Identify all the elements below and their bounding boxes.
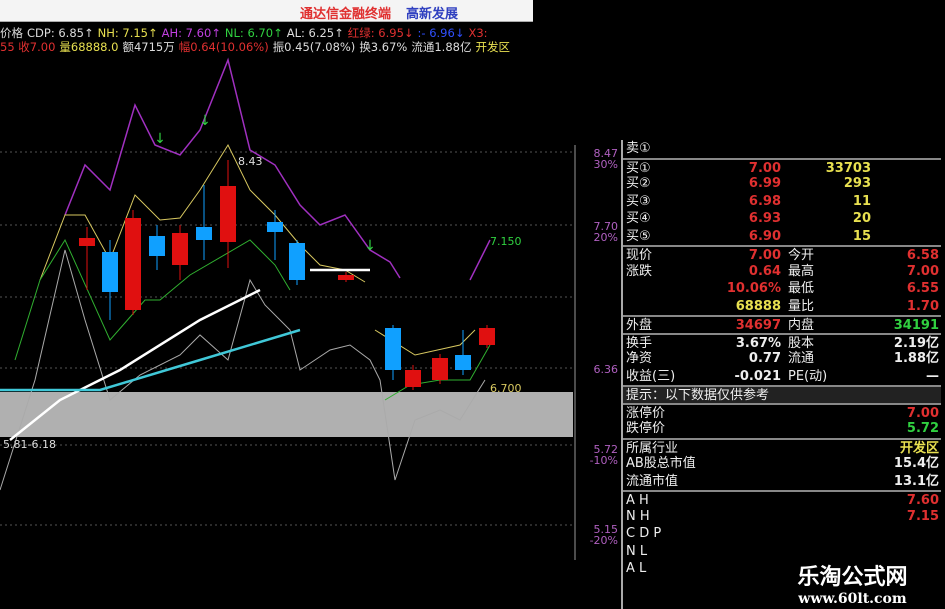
fundamental-row: 净资 0.77 流通 1.88亿: [626, 351, 939, 366]
buy-row: 买⑤ 6.90 15: [626, 228, 871, 244]
sell-row: 卖①: [626, 141, 651, 156]
candle-up: [172, 233, 188, 265]
ah-line: [469, 239, 491, 281]
axis-label: 6.36: [593, 363, 619, 376]
indicator-item: CDP: 6.85↑: [27, 26, 94, 40]
level-row: A L: [626, 561, 647, 576]
indicator-item: X3:: [468, 26, 488, 40]
stat-row: 涨跌 0.64 最高 7.00: [626, 263, 939, 279]
title-bar: 通达信金融终端 高新发展: [0, 0, 533, 22]
indicator-item: AH: 7.60↑: [161, 26, 221, 40]
indicator-item: 流通1.88亿: [411, 40, 472, 54]
support-band: [0, 392, 573, 437]
indicator-item: 55 收7.00: [0, 40, 56, 54]
down-arrow-icon: ↓: [154, 131, 166, 147]
buy-row: 买① 7.00 33703: [623, 157, 941, 176]
axis-label: 7.70 20%: [593, 220, 619, 244]
indicator-item: 量68888.0: [59, 40, 119, 54]
candle-down: [385, 328, 401, 370]
nh-value-label: 7.150: [490, 235, 522, 248]
buy-row: 买④ 6.93 20: [626, 211, 871, 226]
level-row: N H 7.15: [626, 508, 939, 524]
candle-up: [479, 328, 495, 345]
level-row: C D P: [626, 526, 662, 541]
down-arrow-icon: ↓: [199, 113, 211, 129]
axis-label: 5.72 -10%: [589, 443, 618, 467]
info-row: 所属行业 开发区: [623, 437, 941, 456]
candle-up: [79, 238, 95, 246]
quote-panel: 卖① 买① 7.00 33703 买② 6.99 293 买③ 6.98 11 买④ 6.93 20 买⑤…: [621, 140, 941, 609]
stock-name: 高新发展: [406, 7, 459, 22]
axis-label: 5.15 -20%: [589, 523, 618, 547]
limit-row: 跌停价 5.72: [626, 421, 939, 436]
ah-line: [64, 57, 401, 279]
nl-value-label: 6.700: [490, 382, 522, 395]
fundamental-row: 换手 3.67% 股本 2.19亿: [623, 332, 941, 351]
tip-row: 提示：以下数据仅供参考: [623, 385, 941, 403]
kline-chart[interactable]: ↓ ↓ ↓ 8.43 5.81-6.18 7.150 6.700: [0, 0, 620, 609]
buy-row: 买③ 6.98 11: [626, 193, 871, 209]
indicator-item: 开发区: [475, 40, 510, 54]
indicator-item: 振0.45(7.08%): [272, 40, 356, 54]
indicator-item: 红绿: 6.95↓: [347, 26, 414, 40]
candle-up: [432, 358, 448, 380]
level-row: N L: [626, 543, 648, 559]
candle-up: [338, 275, 354, 280]
indicator-item: 价格: [0, 26, 23, 40]
watermark-logo: 乐淘公式网 www.60lt.com: [760, 555, 945, 609]
ma-white-line: [9, 288, 261, 441]
info-row: AB股总市值 15.4亿: [626, 456, 939, 471]
outer-inner-row: 外盘 34697 内盘 34191: [623, 315, 941, 333]
indicator-item: 额4715万: [122, 40, 175, 54]
nh-line: [39, 143, 366, 283]
down-arrow-icon: ↓: [364, 238, 376, 254]
stat-row: 68888 量比 1.70: [735, 298, 939, 314]
stat-row: 现价 7.00 今开 6.58: [623, 245, 941, 263]
candle-up: [220, 186, 236, 242]
candle-down: [267, 222, 283, 232]
candle-down: [102, 252, 118, 292]
indicator-item: NH: 7.15↑: [97, 26, 158, 40]
indicator-row: 价格 CDP: 6.85↑ NH: 7.15↑ AH: 7.60↑ NL: 6.70↑ A…: [0, 25, 492, 41]
fundamental-row: 收益(三) -0.021 PE(动) —: [626, 368, 939, 384]
indicator-item: :- 6.96↓: [417, 26, 465, 40]
candle-down: [455, 355, 471, 370]
candle-up: [125, 218, 141, 310]
axis-label: 8.47 30%: [593, 147, 619, 171]
quote-summary-row: 55 收7.00 量68888.0 额4715万 幅0.64(10.06%) 振0.45…: [0, 39, 514, 55]
level-row: A H 7.60: [623, 490, 941, 508]
high-price-label: 8.43: [238, 155, 263, 168]
indicator-item: AL: 6.25↑: [286, 26, 344, 40]
nl-line: [14, 238, 291, 361]
range-label: 5.81-6.18: [3, 438, 56, 451]
al-line: [0, 249, 486, 491]
stat-row: 10.06% 最低 6.55: [726, 281, 939, 296]
candle-up: [405, 370, 421, 387]
candle-down: [149, 236, 165, 256]
candle-down: [289, 243, 305, 280]
ma-cyan-line: [0, 328, 301, 392]
limit-row: 涨停价 7.00: [623, 402, 941, 421]
indicator-item: 幅0.64(10.06%): [178, 40, 269, 54]
info-row: 流通市值 13.1亿: [626, 473, 939, 489]
indicator-item: NL: 6.70↑: [224, 26, 283, 40]
candle-down: [196, 227, 212, 240]
buy-row: 买② 6.99 293: [626, 176, 871, 191]
indicator-item: 换3.67%: [359, 40, 408, 54]
app-title: 通达信金融终端: [300, 7, 392, 22]
